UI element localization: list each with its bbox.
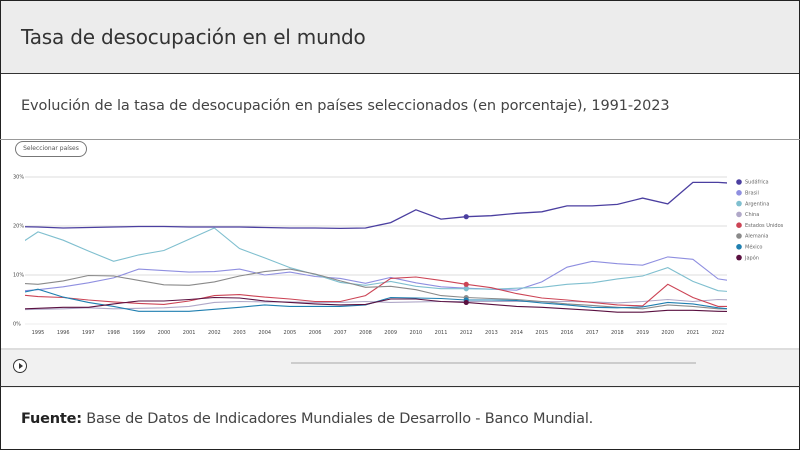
legend-label[interactable]: Sudáfrica bbox=[745, 179, 769, 186]
divider bbox=[0, 386, 800, 387]
x-tick-label: 2018 bbox=[611, 330, 624, 336]
legend-swatch[interactable] bbox=[736, 233, 742, 239]
page-title: Tasa de desocupación en el mundo bbox=[21, 25, 366, 49]
series-line-sudáfrica[interactable] bbox=[13, 181, 744, 230]
legend-swatch[interactable] bbox=[736, 254, 742, 261]
data-point-marker[interactable] bbox=[463, 214, 469, 220]
x-axis: 1995 1996 1997 1998 1999 2000 2001 2002 2003 2004… bbox=[32, 330, 725, 336]
x-tick-label: 2022 bbox=[712, 330, 725, 336]
x-tick-label: 2019 bbox=[636, 330, 649, 336]
x-tick-label: 2012 bbox=[460, 330, 473, 336]
x-tick-label: 1999 bbox=[132, 330, 145, 336]
highlight-markers bbox=[463, 214, 469, 306]
x-tick-label: 2013 bbox=[485, 330, 498, 336]
series-line-japón[interactable] bbox=[13, 296, 744, 313]
y-tick-label: 10% bbox=[13, 273, 24, 279]
x-tick-label: 2020 bbox=[661, 330, 674, 336]
line-chart: 0% 10% 20% 30% 1995 1996 1997 1998 1999 2000 2001… bbox=[13, 175, 784, 337]
x-tick-label: 1997 bbox=[82, 330, 95, 336]
y-axis: 0% 10% 20% 30% bbox=[13, 175, 24, 328]
x-tick-label: 2002 bbox=[208, 330, 221, 336]
legend-swatch[interactable] bbox=[736, 190, 742, 196]
chart-subtitle: Evolución de la tasa de desocupación en … bbox=[21, 98, 670, 114]
legend-label[interactable]: México bbox=[745, 244, 762, 251]
timeline-controls bbox=[1, 348, 799, 388]
y-tick-label: 20% bbox=[13, 224, 24, 230]
source-note: Fuente: Base de Datos de Indicadores Mun… bbox=[21, 411, 593, 427]
legend-label[interactable]: Japón bbox=[744, 254, 759, 261]
select-countries-button[interactable]: Seleccionar países bbox=[15, 141, 87, 157]
legend-label[interactable]: Alemania bbox=[745, 234, 768, 240]
x-tick-label: 2021 bbox=[687, 330, 700, 336]
data-point-marker[interactable] bbox=[463, 286, 469, 292]
legend-label[interactable]: Argentina bbox=[745, 201, 769, 207]
x-tick-label: 2016 bbox=[561, 330, 574, 336]
x-tick-label: 2003 bbox=[233, 330, 246, 336]
x-tick-label: 2001 bbox=[183, 330, 196, 336]
timeline-slider[interactable] bbox=[291, 362, 696, 364]
legend-swatch[interactable] bbox=[736, 244, 742, 250]
x-tick-label: 2000 bbox=[158, 330, 171, 336]
divider bbox=[0, 139, 800, 140]
source-text: Base de Datos de Indicadores Mundiales d… bbox=[81, 411, 594, 427]
x-tick-label: 2017 bbox=[586, 330, 599, 336]
y-tick-label: 0% bbox=[13, 322, 21, 328]
legend-swatch[interactable] bbox=[736, 222, 742, 228]
x-tick-label: 1998 bbox=[107, 330, 120, 336]
x-tick-label: 2015 bbox=[535, 330, 548, 336]
x-tick-label: 2009 bbox=[384, 330, 397, 336]
series-lines bbox=[13, 181, 744, 313]
legend-swatch[interactable] bbox=[736, 211, 742, 218]
data-point-marker[interactable] bbox=[463, 281, 469, 287]
x-tick-label: 1996 bbox=[57, 330, 70, 336]
legend-label[interactable]: Brasil bbox=[745, 191, 759, 197]
x-tick-label: 2011 bbox=[435, 330, 448, 336]
x-tick-label: 2008 bbox=[359, 330, 372, 336]
play-icon[interactable] bbox=[13, 359, 27, 373]
legend: Sudáfrica Brasil Argentina China Estados Uni… bbox=[736, 179, 784, 261]
series-line-brasil[interactable] bbox=[13, 256, 744, 292]
legend-swatch[interactable] bbox=[736, 200, 742, 207]
series-line-argentina[interactable] bbox=[13, 227, 744, 293]
y-tick-label: 30% bbox=[13, 175, 24, 181]
legend-swatch[interactable] bbox=[736, 179, 742, 185]
x-tick-label: 2006 bbox=[309, 330, 322, 336]
x-tick-label: 2007 bbox=[334, 330, 347, 336]
x-tick-label: 2004 bbox=[258, 330, 271, 336]
x-tick-label: 1995 bbox=[32, 330, 45, 336]
legend-label[interactable]: Estados Unidos bbox=[745, 223, 784, 229]
legend-label[interactable]: China bbox=[745, 212, 759, 218]
x-tick-label: 2005 bbox=[284, 330, 297, 336]
x-tick-label: 2014 bbox=[510, 330, 523, 336]
source-label: Fuente: bbox=[21, 411, 82, 427]
data-point-marker[interactable] bbox=[463, 299, 469, 306]
x-tick-label: 2010 bbox=[409, 330, 422, 336]
card-header: Tasa de desocupación en el mundo bbox=[1, 1, 799, 74]
